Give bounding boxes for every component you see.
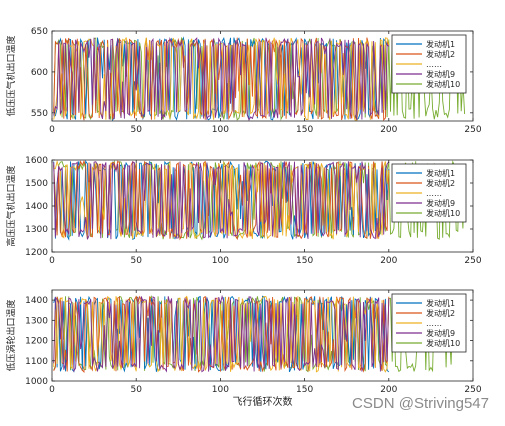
y-tick-label: 1200 [25,248,48,258]
legend-label: …… [426,60,442,69]
legend-label: 发动机10 [426,338,460,348]
y-tick-label: 550 [31,109,48,119]
series-line-3 [53,295,390,373]
x-axis-label: 飞行循环次数 [233,395,293,408]
legend-label: 发动机9 [426,69,455,79]
y-tick-label: 650 [31,27,48,37]
x-tick-label: 50 [130,125,142,135]
x-tick-label: 0 [49,256,55,266]
y-tick-label: 1400 [25,296,48,306]
y-tick-label: 1100 [25,357,48,367]
watermark: CSDN @Striving547 [352,395,489,412]
y-tick-label: 1600 [25,156,48,166]
x-tick-label: 150 [296,385,313,395]
series-line-4 [53,36,390,121]
legend-label: 发动机1 [426,168,455,178]
x-tick-label: 100 [212,256,229,266]
y-axis-label: 低压压气机出口温度 [5,35,17,116]
y-tick-label: 1000 [25,377,48,387]
x-tick-label: 250 [464,385,481,395]
y-tick-label: 600 [31,68,48,78]
y-tick-label: 1300 [25,316,48,326]
legend-label: 发动机9 [426,328,455,338]
x-tick-label: 0 [49,385,55,395]
legend-label: 发动机1 [426,39,455,49]
y-tick-label: 1200 [25,337,48,347]
axes-box [51,289,474,382]
legend-label: 发动机10 [426,208,460,218]
y-tick-label: 1400 [25,202,48,212]
series-line-2 [53,160,390,241]
x-tick-label: 50 [130,256,142,266]
legend-label: 发动机1 [426,298,455,308]
series-line-4 [53,160,390,240]
x-tick-label: 150 [296,256,313,266]
x-tick-label: 100 [212,125,229,135]
subplot-3: 0 50 100 150 200 250 1000 1100 1200 1300 1400 低压涡轮出… [5,289,482,395]
y-tick-label: 1500 [25,179,48,189]
series-group [53,294,466,373]
legend-label: …… [426,189,442,198]
legend-label: 发动机9 [426,198,455,208]
legend-label: …… [426,319,442,328]
x-tick-label: 150 [296,125,313,135]
subplot-2: 0 50 100 150 200 250 1200 1300 1400 1500 1600 高压压气机… [5,156,482,266]
x-tick-label: 200 [380,125,397,135]
series-line-4 [53,294,390,373]
legend-label: 发动机2 [426,308,455,318]
y-axis-label: 低压涡轮出口温度 [5,299,17,371]
axes-box [51,30,474,122]
y-tick-label: 1300 [25,225,48,235]
x-tick-label: 250 [464,125,481,135]
x-tick-label: 100 [212,385,229,395]
y-axis-label: 高压压气机出口温度 [5,165,17,246]
x-tick-label: 200 [380,256,397,266]
x-tick-label: 0 [49,125,55,135]
legend-label: 发动机2 [426,178,455,188]
x-tick-label: 50 [130,385,142,395]
legend-label: 发动机10 [426,79,460,89]
x-tick-label: 250 [464,256,481,266]
x-tick-label: 200 [380,385,397,395]
legend-label: 发动机2 [426,49,455,59]
